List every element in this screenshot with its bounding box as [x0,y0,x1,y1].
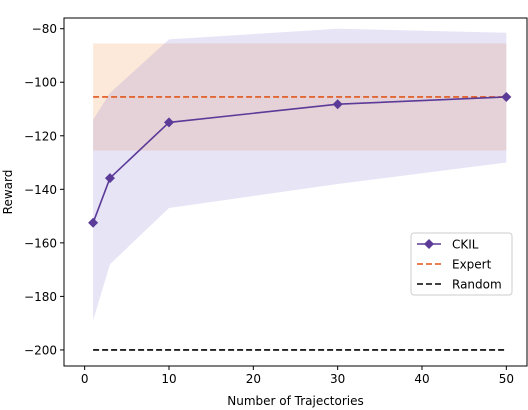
legend-label-expert: Expert [452,258,492,272]
y-tick-label: −180 [24,290,57,304]
y-tick-label: −120 [24,129,57,143]
legend-label-random: Random [452,278,502,292]
y-tick-label: −160 [24,236,57,250]
legend-label-ckil: CKIL [452,238,479,252]
x-tick-label: 20 [246,372,261,386]
ckil-point [88,217,99,228]
legend-box [410,232,513,296]
ckil-point [163,117,174,128]
plot-frame [63,17,528,367]
y-axis-label: Reward [1,170,15,215]
x-tick-label: 50 [499,372,514,386]
x-tick-label: 0 [81,372,89,386]
axis-ticks: 0 10 20 30 40 50 −200 −180 −160 −140 −120 −100 −80 [24,22,514,386]
ckil-point [104,173,115,184]
series-lines [88,91,512,351]
x-tick-label: 40 [414,372,429,386]
ckil-point [332,99,343,110]
y-tick-label: −80 [32,22,57,36]
y-tick-label: −140 [24,183,57,197]
y-tick-label: −100 [24,76,57,90]
ckil-point [501,91,512,102]
x-axis-label: Number of Trajectories [227,394,364,408]
y-tick-label: −200 [24,343,57,357]
legend: CKIL Expert Random [410,232,513,296]
legend-marker-ckil [424,239,434,249]
x-tick-label: 30 [330,372,345,386]
x-tick-label: 10 [161,372,176,386]
